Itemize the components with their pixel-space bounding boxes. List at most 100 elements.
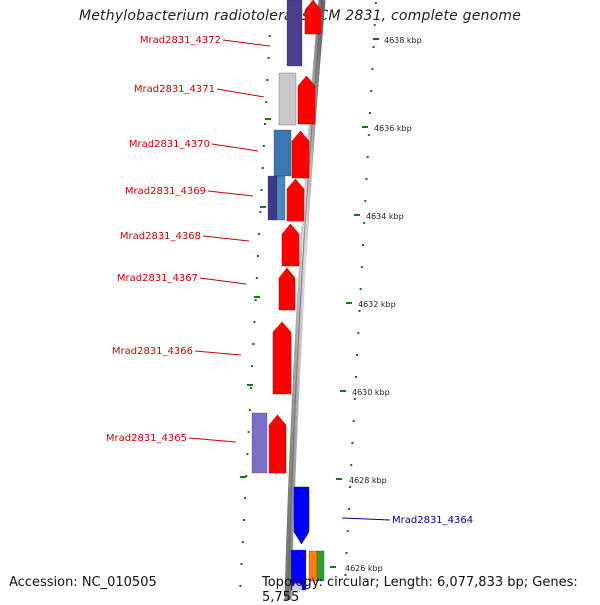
gene-4369-forward[interactable]	[286, 178, 305, 222]
inner-dot	[255, 277, 258, 279]
gene-4370-forward[interactable]	[291, 130, 310, 179]
leader-line	[341, 517, 391, 521]
gene-4368-forward[interactable]	[281, 223, 300, 267]
inner-dot	[256, 255, 259, 257]
gene-features[interactable]	[251, 0, 325, 593]
outer-dot	[344, 574, 347, 576]
accession-text: Accession: NC_010505	[9, 575, 157, 590]
gene-4369-reverse-a[interactable]	[267, 175, 278, 221]
outer-dot	[352, 420, 355, 422]
gene-label-4368[interactable]: Mrad2831_4368	[120, 231, 201, 242]
outer-dot	[364, 200, 367, 202]
scale-label: 4634 kbp	[366, 212, 404, 221]
gene-4366-forward[interactable]	[272, 321, 292, 395]
inner-dot	[258, 233, 261, 235]
inner-dot	[260, 189, 263, 191]
outer-dot	[365, 178, 368, 180]
outer-dot	[361, 244, 364, 246]
inner-dot	[244, 497, 247, 499]
outer-dot	[367, 134, 370, 136]
gene-4365-reverse[interactable]	[251, 412, 268, 474]
inner-tick	[254, 296, 260, 298]
inner-dot	[248, 409, 251, 411]
scale-label: 4626 kbp	[345, 564, 383, 573]
leader-line	[216, 88, 265, 98]
gene-4370-reverse[interactable]	[273, 129, 292, 177]
leader-line	[211, 143, 259, 152]
leader-line	[222, 39, 271, 47]
outer-dot	[369, 112, 372, 114]
gene-label-4370[interactable]: Mrad2831_4370	[129, 139, 210, 150]
outer-dot	[372, 46, 375, 48]
scale-ticks	[240, 38, 379, 568]
outer-dot	[350, 464, 353, 466]
gene-4371-forward[interactable]	[297, 75, 316, 125]
outer-dot	[349, 486, 352, 488]
gene-label-4364[interactable]: Mrad2831_4364	[392, 515, 473, 526]
gene-label-4365[interactable]: Mrad2831_4365	[106, 433, 187, 444]
inner-dot	[242, 519, 245, 521]
outer-dot	[353, 398, 356, 400]
leader-line	[202, 235, 250, 242]
leader-line	[207, 190, 254, 197]
gene-4371-reverse[interactable]	[278, 72, 297, 126]
inner-dot	[267, 57, 270, 59]
outer-dot	[359, 288, 362, 290]
gene-label-4372[interactable]: Mrad2831_4372	[140, 35, 221, 46]
gene-4369-reverse-b[interactable]	[276, 175, 286, 221]
inner-dot	[264, 123, 267, 125]
outer-dot	[374, 2, 377, 4]
scale-label: 4638 kbp	[384, 36, 422, 45]
inner-dot	[245, 475, 248, 477]
inner-dot	[253, 321, 256, 323]
gene-4365-forward[interactable]	[268, 414, 287, 474]
leader-line	[194, 350, 242, 356]
outer-dot	[360, 266, 363, 268]
inner-dot	[262, 145, 265, 147]
inner-tick	[240, 476, 246, 478]
gene-label-4371[interactable]: Mrad2831_4371	[134, 84, 215, 95]
inner-dot	[239, 585, 242, 587]
inner-dot	[259, 211, 262, 213]
scale-label: 4636 kbp	[374, 124, 412, 133]
gene-green[interactable]	[316, 550, 325, 582]
inner-dot	[265, 101, 268, 103]
genome-summary: Topology: circular; Length: 6,077,833 bp…	[262, 575, 578, 605]
inner-dot	[246, 453, 249, 455]
gene-label-4366[interactable]: Mrad2831_4366	[112, 346, 193, 357]
gene-4372-reverse[interactable]	[286, 0, 303, 67]
outer-dot	[346, 530, 349, 532]
scale-tick	[346, 302, 352, 304]
inner-tick	[247, 384, 253, 386]
inner-dot	[261, 167, 264, 169]
gene-marker[interactable]	[292, 583, 302, 593]
outer-dot	[358, 310, 361, 312]
scale-tick	[373, 38, 379, 40]
outer-dot	[351, 442, 354, 444]
outer-dot	[354, 376, 357, 378]
outer-dot	[347, 508, 350, 510]
outer-dot	[345, 552, 348, 554]
scale-label: 4632 kbp	[358, 300, 396, 309]
inner-dot	[254, 299, 257, 301]
outer-dot	[363, 222, 366, 224]
gene-label-4367[interactable]: Mrad2831_4367	[117, 273, 198, 284]
gene-4367-forward[interactable]	[278, 267, 296, 311]
scale-tick	[330, 566, 336, 568]
inner-dot	[269, 13, 272, 15]
leader-line	[199, 277, 247, 285]
inner-dot	[247, 431, 250, 433]
gene-4364-reverse[interactable]	[293, 486, 310, 545]
inner-dot	[251, 365, 254, 367]
outer-dot	[373, 24, 376, 26]
outer-dot	[370, 90, 373, 92]
gene-label-4369[interactable]: Mrad2831_4369	[125, 186, 206, 197]
inner-dot	[249, 387, 252, 389]
inner-tick	[265, 118, 271, 120]
inner-dot	[241, 541, 244, 543]
outer-dot	[357, 332, 360, 334]
gene-4372-forward[interactable]	[304, 0, 322, 35]
label-leaders	[188, 39, 391, 521]
scale-label: 4630 kbp	[352, 388, 390, 397]
